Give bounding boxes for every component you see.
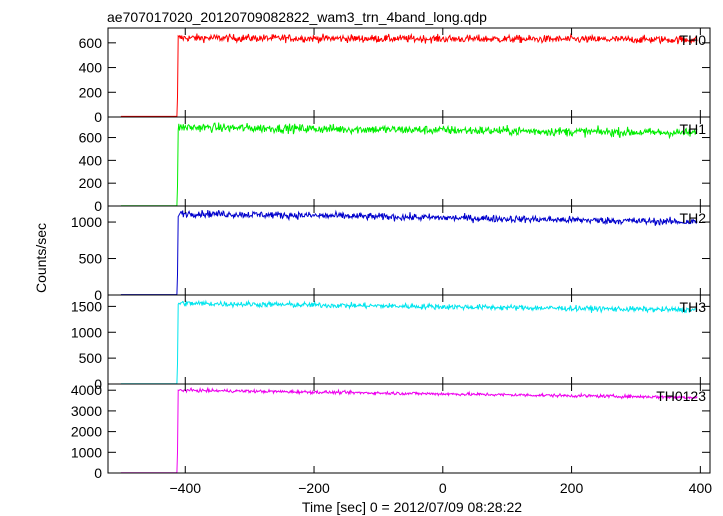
y-tick-label: 0 [94, 465, 102, 481]
panel-label-th0123: TH0123 [656, 388, 706, 404]
y-tick-label: 1000 [71, 214, 102, 230]
panel-label-th3: TH3 [680, 299, 707, 315]
series-line-th3 [120, 299, 698, 385]
x-tick-label: 400 [689, 480, 713, 496]
panel-label-th0: TH0 [680, 32, 707, 48]
y-tick-label: 200 [79, 84, 103, 100]
panels: 0 200 400 600 TH0 0 200 400 600 TH1 0 500 1000 TH2 0 50… [71, 27, 711, 481]
chart-title: ae707017020_20120709082822_wam3_trn_4ban… [107, 9, 487, 25]
panel-th3: 0 500 1000 1500 TH3 [71, 294, 711, 392]
x-axis: −400 −200 0 200 400 [169, 480, 712, 496]
y-tick-label: 400 [79, 152, 103, 168]
series-line-th0 [120, 32, 698, 117]
x-tick-label: −200 [298, 480, 330, 496]
y-tick-label: 0 [94, 109, 102, 125]
x-tick-label: −400 [169, 480, 201, 496]
y-tick-label: 600 [79, 35, 103, 51]
panel-th1: 0 200 400 600 TH1 [79, 116, 711, 214]
y-axis-label: Counts/sec [33, 223, 49, 293]
y-tick-label: 3000 [71, 403, 102, 419]
panel-frame-th2 [107, 205, 711, 296]
y-tick-label: 600 [79, 130, 103, 146]
y-tick-label: 200 [79, 175, 103, 191]
series-line-th0123 [120, 386, 698, 474]
panel-th2: 0 500 1000 TH2 [71, 205, 711, 303]
series-line-th1 [120, 122, 698, 207]
x-tick-label: 0 [439, 480, 447, 496]
x-tick-label: 200 [560, 480, 584, 496]
y-tick-label: 4000 [71, 382, 102, 398]
y-tick-label: 1500 [71, 298, 102, 314]
panel-th0: 0 200 400 600 TH0 [79, 27, 711, 125]
y-tick-label: 500 [79, 350, 103, 366]
series-line-th2 [120, 209, 698, 296]
y-tick-label: 500 [79, 251, 103, 267]
y-tick-label: 0 [94, 198, 102, 214]
panel-frame-th0 [107, 27, 711, 118]
y-tick-label: 2000 [71, 424, 102, 440]
panel-th0123: 0 1000 2000 3000 4000 TH0123 [71, 382, 711, 481]
y-tick-label: 0 [94, 376, 102, 392]
panel-label-th2: TH2 [680, 210, 707, 226]
y-tick-label: 1000 [71, 444, 102, 460]
y-tick-label: 400 [79, 60, 103, 76]
panel-label-th1: TH1 [680, 121, 707, 137]
x-axis-label: Time [sec] 0 = 2012/07/09 08:28:22 [302, 499, 522, 515]
y-tick-label: 1000 [71, 324, 102, 340]
panel-frame-th0123 [107, 383, 711, 474]
y-tick-label: 0 [94, 287, 102, 303]
